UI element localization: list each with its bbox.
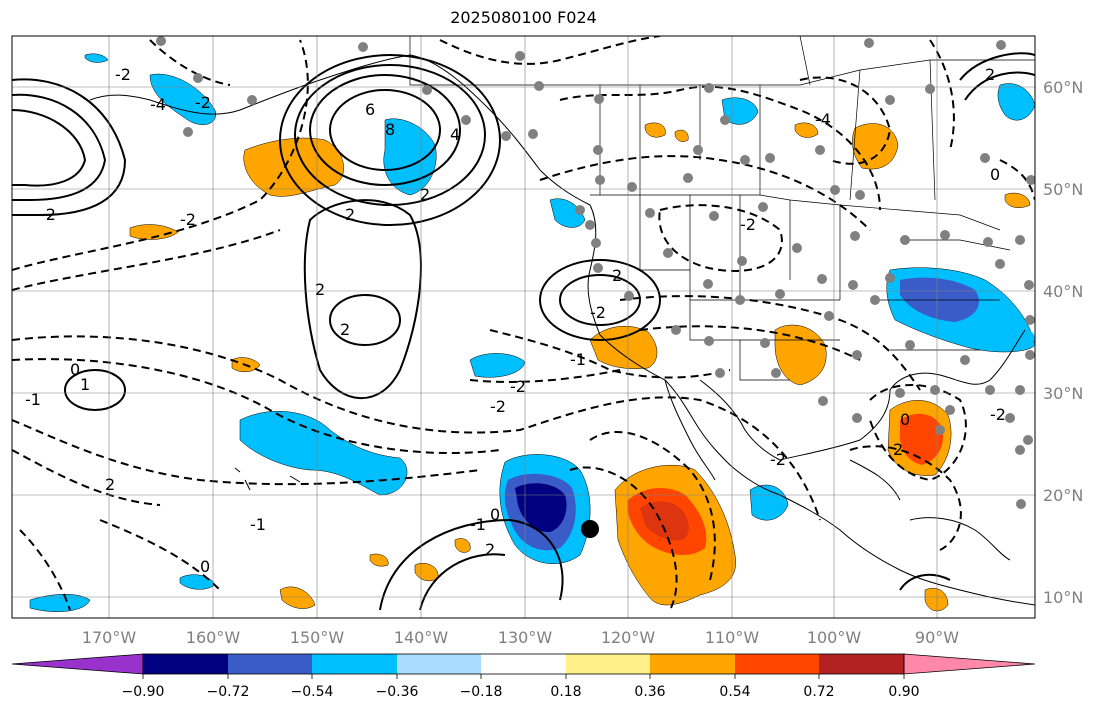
contour-label: -2 — [510, 377, 526, 396]
colorbar-tick-label: −0.90 — [122, 684, 165, 700]
colorbar-tick-label: 0.36 — [634, 684, 665, 700]
colorbar-bin — [650, 654, 735, 674]
lon-label: 170°W — [82, 628, 137, 647]
contour-label: 2 — [893, 440, 903, 459]
contour-label: 2 — [612, 266, 622, 285]
contour-label: -2 — [180, 210, 196, 229]
contour-label: 2 — [345, 205, 355, 224]
contour-label: -2 — [40, 205, 56, 224]
lat-label: 30°N — [1043, 384, 1083, 403]
contour-label: 2 — [340, 320, 350, 339]
station-dots — [156, 36, 1035, 509]
colorbar-bin — [397, 654, 481, 674]
contour-labels: -2 -2 2 -4 6 8 4 2 -2 2 -2 2 -2 -2 1 0 -… — [25, 65, 1006, 576]
lat-label: 60°N — [1043, 78, 1083, 97]
colorbar-tick-label: 0.90 — [888, 684, 919, 700]
contour-label: 2 — [315, 280, 325, 299]
contour-label: -1 — [25, 390, 41, 409]
lat-label: 20°N — [1043, 486, 1083, 505]
colorbar-tick-label: −0.72 — [207, 684, 250, 700]
contour-label: 1 — [80, 375, 90, 394]
colorbar-tick-label: −0.36 — [376, 684, 419, 700]
contour-label: -4 — [815, 110, 831, 129]
map-frame — [11, 35, 1036, 619]
marker-dot — [581, 520, 599, 538]
colorbar-bin — [481, 654, 566, 674]
contour-label: -2 — [990, 405, 1006, 424]
contour-label: -1 — [570, 350, 586, 369]
colorbar-tick-label: −0.54 — [291, 684, 334, 700]
contour-label: 2 — [420, 185, 430, 204]
colorbar-bin — [735, 654, 819, 674]
colorbar-extend-max — [903, 653, 1036, 675]
contour-label: 0 — [200, 557, 210, 576]
lon-label: 150°W — [290, 628, 345, 647]
colorbar-bin — [228, 654, 312, 674]
colorbar-ticks — [142, 674, 905, 679]
contour-label: -2 — [590, 303, 606, 322]
contour-label: 0 — [900, 410, 910, 429]
contour-lines — [12, 52, 1035, 611]
contour-label: 6 — [365, 100, 375, 119]
contour-label: -2 — [490, 397, 506, 416]
contour-label: -2 — [770, 450, 786, 469]
lat-label: 10°N — [1043, 588, 1083, 607]
colorbar-tick-label: 0.18 — [550, 684, 581, 700]
contour-label: 8 — [385, 120, 395, 139]
colorbar-tick-label: 0.54 — [719, 684, 750, 700]
contour-label: 0 — [490, 505, 500, 524]
lon-label: 140°W — [394, 628, 449, 647]
colorbar: −0.90 −0.72 −0.54 −0.36 −0.18 0.18 0.36 … — [11, 653, 1036, 700]
contour-label: -2 — [740, 215, 756, 234]
lon-label: 120°W — [601, 628, 656, 647]
lon-label: 110°W — [705, 628, 760, 647]
lon-label: 90°W — [915, 628, 959, 647]
lat-label: 40°N — [1043, 282, 1083, 301]
colorbar-bin — [566, 654, 650, 674]
contour-label: 4 — [450, 125, 460, 144]
contour-label: -1 — [470, 515, 486, 534]
colorbar-extend-min — [11, 653, 144, 675]
colorbar-bin — [819, 654, 904, 674]
colorbar-bin — [312, 654, 397, 674]
contour-label: 2 — [985, 65, 995, 84]
colorbar-tick-label: 0.72 — [803, 684, 834, 700]
contour-label: -2 — [115, 65, 131, 84]
colorbar-bin — [143, 654, 228, 674]
contour-label: 2 — [105, 475, 115, 494]
lon-label: 160°W — [186, 628, 241, 647]
contour-label: -4 — [150, 95, 166, 114]
contour-lines-dashed — [12, 36, 1035, 611]
contour-label: 0 — [70, 360, 80, 379]
graticule — [12, 36, 1035, 618]
latitude-labels: 60°N 50°N 40°N 30°N 20°N 10°N — [1043, 78, 1083, 607]
map-title: 2025080100 F024 — [450, 8, 597, 27]
colorbar-tick-label: −0.18 — [460, 684, 503, 700]
contour-label: 0 — [990, 165, 1000, 184]
contour-label: -1 — [250, 515, 266, 534]
lon-label: 100°W — [807, 628, 862, 647]
contour-label: -2 — [195, 93, 211, 112]
contour-label: 2 — [485, 540, 495, 559]
lon-label: 130°W — [498, 628, 553, 647]
longitude-labels: 170°W 160°W 150°W 140°W 130°W 120°W 110°… — [82, 628, 959, 647]
lat-label: 50°N — [1043, 180, 1083, 199]
